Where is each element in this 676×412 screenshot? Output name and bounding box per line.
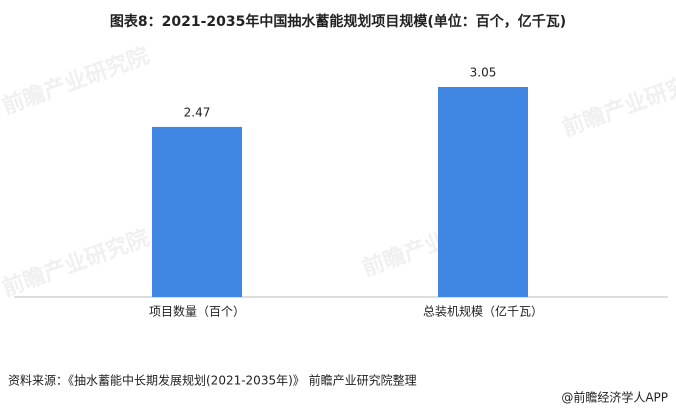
x-tick-label: 项目数量（百个） [149,304,245,319]
data-label: 3.05 [470,66,497,80]
footer: @前瞻经济学人APP [561,390,668,405]
chart-title: 图表8：2021-2035年中国抽水蓄能规划项目规模(单位：百个，亿千瓦) [110,13,566,30]
data-label: 2.47 [184,105,211,119]
bar [438,87,528,297]
bar [152,126,242,298]
source-note: 资料来源：《抽水蓄能中长期发展规划(2021-2035年)》 前瞻产业研究院整理 [8,373,417,388]
x-tick-label: 总装机规模（亿千瓦） [423,304,543,319]
